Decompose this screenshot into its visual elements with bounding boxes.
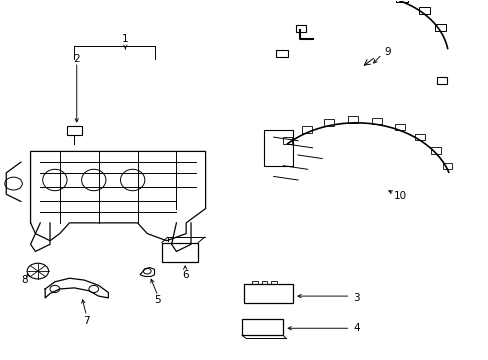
- Bar: [371, 118, 381, 125]
- Bar: [442, 163, 451, 170]
- Bar: [251, 281, 257, 284]
- Bar: [394, 124, 404, 130]
- Bar: [347, 116, 357, 123]
- Bar: [261, 281, 267, 284]
- Bar: [242, 319, 283, 336]
- Bar: [436, 77, 447, 84]
- Text: 6: 6: [182, 270, 188, 280]
- Text: 8: 8: [21, 275, 28, 285]
- Text: 9: 9: [384, 47, 390, 57]
- Bar: [324, 119, 333, 126]
- Bar: [67, 126, 81, 135]
- Bar: [418, 7, 429, 14]
- Text: 4: 4: [352, 323, 359, 333]
- Bar: [244, 284, 292, 303]
- Text: 3: 3: [352, 293, 359, 303]
- Bar: [282, 138, 292, 144]
- Text: 7: 7: [83, 316, 90, 326]
- Text: 10: 10: [393, 191, 406, 201]
- Bar: [434, 24, 446, 31]
- Text: 1: 1: [122, 34, 128, 44]
- Bar: [162, 243, 198, 262]
- Bar: [295, 24, 305, 32]
- Bar: [264, 130, 292, 166]
- Bar: [396, 0, 407, 2]
- Bar: [414, 134, 424, 140]
- Text: 5: 5: [154, 295, 161, 305]
- Bar: [301, 126, 311, 133]
- Bar: [271, 281, 277, 284]
- Bar: [430, 147, 440, 154]
- Text: 2: 2: [73, 54, 80, 64]
- Bar: [276, 50, 287, 57]
